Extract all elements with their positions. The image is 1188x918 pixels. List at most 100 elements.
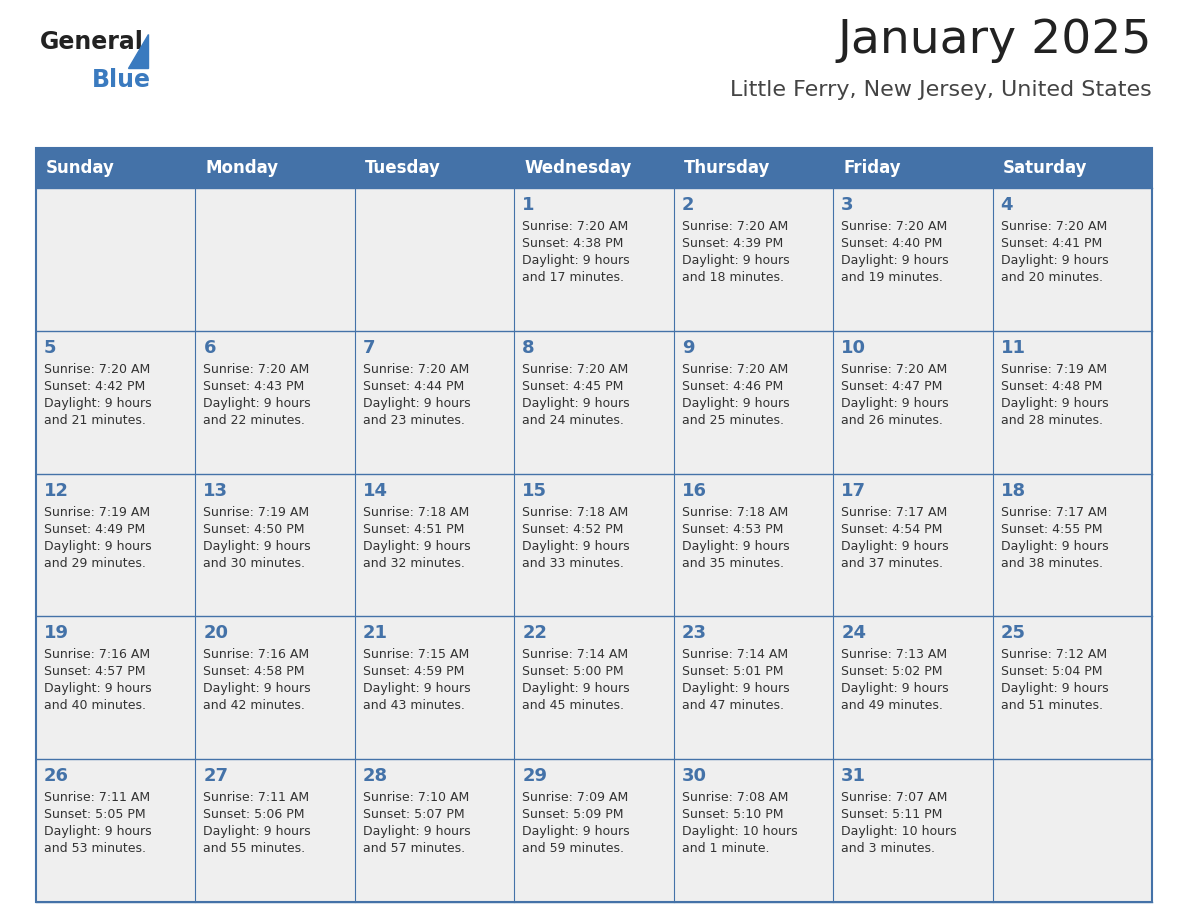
Bar <box>36 188 196 330</box>
Text: Sunset: 4:58 PM: Sunset: 4:58 PM <box>203 666 305 678</box>
Text: 27: 27 <box>203 767 228 785</box>
Bar <box>514 148 674 188</box>
Text: General: General <box>40 30 144 54</box>
Text: Daylight: 9 hours: Daylight: 9 hours <box>362 825 470 838</box>
Bar <box>833 188 992 330</box>
Text: Sunrise: 7:19 AM: Sunrise: 7:19 AM <box>203 506 310 519</box>
Text: Sunrise: 7:17 AM: Sunrise: 7:17 AM <box>841 506 947 519</box>
Text: and 40 minutes.: and 40 minutes. <box>44 700 146 712</box>
Text: and 35 minutes.: and 35 minutes. <box>682 556 784 569</box>
Bar <box>196 330 355 474</box>
Text: and 43 minutes.: and 43 minutes. <box>362 700 465 712</box>
Bar <box>674 474 833 616</box>
Bar <box>674 148 833 188</box>
Text: Sunset: 4:43 PM: Sunset: 4:43 PM <box>203 380 304 393</box>
Text: Sunset: 4:40 PM: Sunset: 4:40 PM <box>841 237 942 250</box>
Text: and 21 minutes.: and 21 minutes. <box>44 414 146 427</box>
Text: Daylight: 9 hours: Daylight: 9 hours <box>362 540 470 553</box>
Text: 31: 31 <box>841 767 866 785</box>
Text: 19: 19 <box>44 624 69 643</box>
Bar <box>196 759 355 902</box>
Text: Sunset: 5:04 PM: Sunset: 5:04 PM <box>1000 666 1102 678</box>
Bar <box>674 188 833 330</box>
Bar <box>355 474 514 616</box>
Text: Daylight: 9 hours: Daylight: 9 hours <box>1000 682 1108 696</box>
Text: 9: 9 <box>682 339 694 357</box>
Text: Sunrise: 7:14 AM: Sunrise: 7:14 AM <box>523 648 628 661</box>
Text: and 22 minutes.: and 22 minutes. <box>203 414 305 427</box>
Text: and 49 minutes.: and 49 minutes. <box>841 700 943 712</box>
Text: Daylight: 9 hours: Daylight: 9 hours <box>682 540 789 553</box>
Text: Sunrise: 7:20 AM: Sunrise: 7:20 AM <box>682 363 788 375</box>
Text: Daylight: 9 hours: Daylight: 9 hours <box>1000 397 1108 409</box>
Text: Friday: Friday <box>843 159 901 177</box>
Text: Sunset: 4:46 PM: Sunset: 4:46 PM <box>682 380 783 393</box>
Text: and 47 minutes.: and 47 minutes. <box>682 700 784 712</box>
Text: Daylight: 9 hours: Daylight: 9 hours <box>44 682 152 696</box>
Text: Sunrise: 7:07 AM: Sunrise: 7:07 AM <box>841 791 948 804</box>
Text: Daylight: 9 hours: Daylight: 9 hours <box>203 682 311 696</box>
Text: Sunset: 4:48 PM: Sunset: 4:48 PM <box>1000 380 1102 393</box>
Text: Sunrise: 7:20 AM: Sunrise: 7:20 AM <box>523 363 628 375</box>
Text: Sunset: 4:44 PM: Sunset: 4:44 PM <box>362 380 465 393</box>
Bar <box>514 474 674 616</box>
Text: 15: 15 <box>523 482 548 499</box>
Bar <box>833 330 992 474</box>
Text: 29: 29 <box>523 767 548 785</box>
Text: Sunset: 4:54 PM: Sunset: 4:54 PM <box>841 522 942 535</box>
Text: Sunset: 5:02 PM: Sunset: 5:02 PM <box>841 666 942 678</box>
Bar <box>355 759 514 902</box>
Text: Sunset: 4:53 PM: Sunset: 4:53 PM <box>682 522 783 535</box>
Text: 25: 25 <box>1000 624 1025 643</box>
Text: and 33 minutes.: and 33 minutes. <box>523 556 624 569</box>
Bar <box>36 330 196 474</box>
Text: Daylight: 9 hours: Daylight: 9 hours <box>841 682 949 696</box>
Bar <box>514 759 674 902</box>
Bar <box>196 148 355 188</box>
Bar <box>833 148 992 188</box>
Text: Sunset: 5:01 PM: Sunset: 5:01 PM <box>682 666 783 678</box>
Bar <box>36 148 196 188</box>
Text: and 57 minutes.: and 57 minutes. <box>362 842 465 856</box>
Text: and 17 minutes.: and 17 minutes. <box>523 271 624 284</box>
Bar <box>196 616 355 759</box>
Text: Sunrise: 7:20 AM: Sunrise: 7:20 AM <box>362 363 469 375</box>
Text: Sunrise: 7:20 AM: Sunrise: 7:20 AM <box>44 363 150 375</box>
Text: Sunset: 4:42 PM: Sunset: 4:42 PM <box>44 380 145 393</box>
Text: 8: 8 <box>523 339 535 357</box>
Text: and 24 minutes.: and 24 minutes. <box>523 414 624 427</box>
Text: Sunrise: 7:20 AM: Sunrise: 7:20 AM <box>841 220 947 233</box>
Text: 3: 3 <box>841 196 854 214</box>
Bar <box>992 759 1152 902</box>
Text: Daylight: 9 hours: Daylight: 9 hours <box>682 397 789 409</box>
Text: Saturday: Saturday <box>1003 159 1087 177</box>
Text: 30: 30 <box>682 767 707 785</box>
Text: Sunrise: 7:18 AM: Sunrise: 7:18 AM <box>682 506 788 519</box>
Text: Tuesday: Tuesday <box>365 159 441 177</box>
Text: Sunset: 4:59 PM: Sunset: 4:59 PM <box>362 666 465 678</box>
Text: and 20 minutes.: and 20 minutes. <box>1000 271 1102 284</box>
Text: Daylight: 9 hours: Daylight: 9 hours <box>44 540 152 553</box>
Text: Daylight: 9 hours: Daylight: 9 hours <box>1000 254 1108 267</box>
Text: 10: 10 <box>841 339 866 357</box>
Text: 6: 6 <box>203 339 216 357</box>
Text: and 29 minutes.: and 29 minutes. <box>44 556 146 569</box>
Text: Sunrise: 7:11 AM: Sunrise: 7:11 AM <box>203 791 310 804</box>
Text: Sunset: 4:57 PM: Sunset: 4:57 PM <box>44 666 145 678</box>
Text: Thursday: Thursday <box>684 159 770 177</box>
Bar <box>992 474 1152 616</box>
Text: and 55 minutes.: and 55 minutes. <box>203 842 305 856</box>
Text: Sunrise: 7:14 AM: Sunrise: 7:14 AM <box>682 648 788 661</box>
Text: and 45 minutes.: and 45 minutes. <box>523 700 624 712</box>
Text: Daylight: 9 hours: Daylight: 9 hours <box>841 254 949 267</box>
Bar <box>355 330 514 474</box>
Text: and 28 minutes.: and 28 minutes. <box>1000 414 1102 427</box>
Text: 28: 28 <box>362 767 388 785</box>
Text: Sunrise: 7:16 AM: Sunrise: 7:16 AM <box>44 648 150 661</box>
Text: Sunset: 5:10 PM: Sunset: 5:10 PM <box>682 808 783 822</box>
Text: 24: 24 <box>841 624 866 643</box>
Text: 23: 23 <box>682 624 707 643</box>
Text: Daylight: 10 hours: Daylight: 10 hours <box>682 825 797 838</box>
Text: Daylight: 9 hours: Daylight: 9 hours <box>682 254 789 267</box>
Text: Sunset: 5:05 PM: Sunset: 5:05 PM <box>44 808 146 822</box>
